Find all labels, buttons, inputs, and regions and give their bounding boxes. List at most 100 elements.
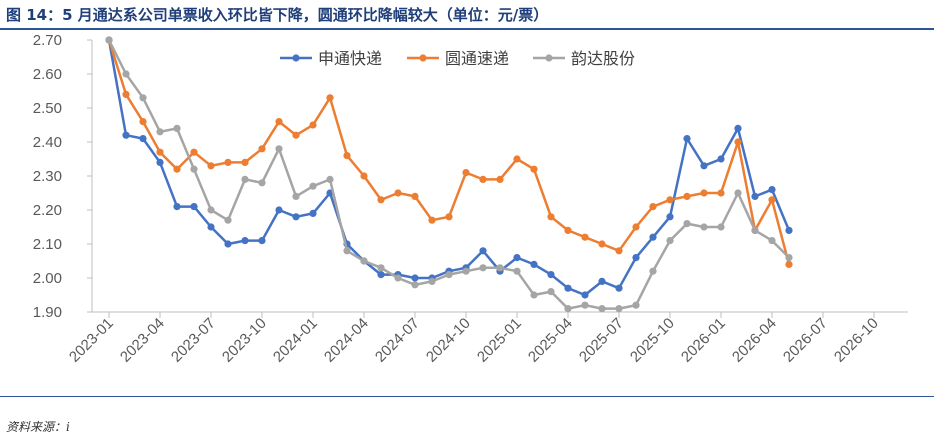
legend-swatch-marker [545, 54, 553, 62]
data-point [683, 220, 691, 228]
data-point [207, 223, 215, 231]
data-point [275, 145, 283, 153]
data-point [649, 267, 657, 275]
data-point [564, 226, 572, 234]
series-3 [105, 36, 793, 313]
data-point [700, 223, 708, 231]
data-point [275, 118, 283, 126]
data-point [717, 189, 725, 197]
data-point [734, 124, 742, 132]
data-point [428, 277, 436, 285]
data-point [139, 118, 147, 126]
data-point [632, 223, 640, 231]
data-point [768, 196, 776, 204]
data-point [581, 301, 589, 309]
data-point [462, 169, 470, 177]
data-point [768, 186, 776, 194]
y-tick-label: 2.40 [33, 134, 62, 151]
data-point [411, 192, 419, 200]
y-tick-label: 2.20 [33, 202, 62, 219]
y-tick-label: 2.30 [33, 168, 62, 185]
data-point [734, 138, 742, 146]
x-axis-ticks: 2023-01 2023-04 2023-07 2023-10 2024-01 2024-… [66, 312, 882, 366]
legend-label: 圆通速递 [445, 49, 509, 68]
y-tick-label: 2.00 [33, 270, 62, 287]
data-point [343, 247, 351, 255]
y-tick-label: 1.90 [33, 304, 62, 321]
data-point [530, 260, 538, 268]
data-point [156, 158, 164, 166]
data-point [598, 240, 606, 248]
data-point [343, 152, 351, 160]
data-point [547, 288, 555, 296]
data-point [224, 216, 232, 224]
x-tick-label: 2023-01 [66, 315, 117, 366]
x-tick-label: 2025-10 [627, 315, 678, 366]
x-tick-label: 2026-10 [831, 315, 882, 366]
data-point [581, 291, 589, 299]
legend-swatch-marker [419, 54, 427, 62]
series-2 [105, 36, 793, 268]
data-point [615, 247, 623, 255]
legend-label: 申通快递 [318, 49, 382, 68]
data-point [564, 284, 572, 292]
data-point [513, 254, 521, 262]
data-point [666, 237, 674, 245]
data-point [598, 305, 606, 313]
data-point [785, 260, 793, 268]
data-point [224, 240, 232, 248]
data-point [275, 206, 283, 214]
source-note: 资料来源：i [6, 420, 70, 434]
data-point [377, 271, 385, 279]
data-point [785, 226, 793, 234]
y-tick-label: 2.60 [33, 66, 62, 83]
data-point [768, 237, 776, 245]
legend: 申通快递 圆通速递 韵达股份 [280, 49, 635, 68]
line-chart: 1.90 2.00 2.10 2.20 2.30 2.40 2.50 2.60 2.70 202… [33, 32, 908, 366]
data-point [666, 196, 674, 204]
data-point [292, 213, 300, 221]
data-point [394, 274, 402, 282]
data-point [122, 90, 130, 98]
title-rule [0, 28, 934, 30]
data-point [717, 155, 725, 163]
data-point [581, 233, 589, 241]
data-point [360, 172, 368, 180]
legend-label: 韵达股份 [571, 49, 635, 68]
data-point [649, 203, 657, 211]
data-point [377, 264, 385, 272]
series-line [107, 38, 791, 266]
data-point [547, 213, 555, 221]
data-point [394, 189, 402, 197]
data-point [700, 162, 708, 170]
data-point [496, 175, 504, 183]
data-point [190, 165, 198, 173]
data-point [258, 237, 266, 245]
x-tick-label: 2025-01 [474, 315, 525, 366]
data-point [649, 233, 657, 241]
data-point [632, 301, 640, 309]
data-point [751, 226, 759, 234]
data-point [666, 213, 674, 221]
data-point [564, 305, 572, 313]
data-point [598, 277, 606, 285]
data-point [173, 124, 181, 132]
data-point [377, 196, 385, 204]
data-point [615, 305, 623, 313]
x-tick-label: 2025-04 [525, 315, 576, 366]
data-point [241, 237, 249, 245]
y-tick-label: 2.50 [33, 100, 62, 117]
data-point [173, 165, 181, 173]
data-point [105, 36, 113, 44]
data-point [700, 189, 708, 197]
data-point [445, 271, 453, 279]
data-point [479, 247, 487, 255]
x-tick-label: 2024-10 [423, 315, 474, 366]
data-point [309, 182, 317, 190]
data-point [428, 216, 436, 224]
legend-swatch-marker [292, 54, 300, 62]
data-point [309, 121, 317, 129]
y-tick-label: 2.10 [33, 236, 62, 253]
data-point [190, 148, 198, 156]
x-tick-label: 2026-07 [780, 315, 831, 366]
